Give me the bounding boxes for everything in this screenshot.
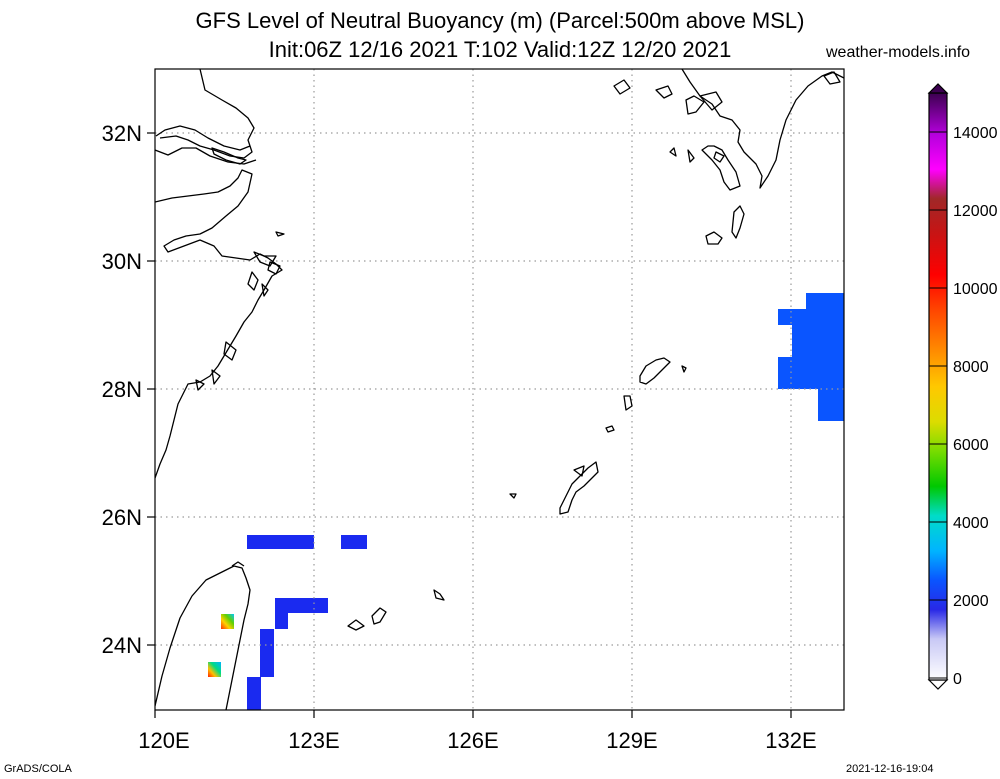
- tick-marks: [147, 132, 792, 718]
- lnb-cells-east: [778, 293, 844, 421]
- map-frame: [154, 68, 845, 711]
- lat-label-26n: 26N: [102, 505, 142, 530]
- colorbar: 0 2000 4000 6000 8000 10000 12000 14000: [927, 83, 998, 690]
- lnb-cells-taiwan-strait: [247, 535, 367, 710]
- colorbar-label-10000: 10000: [953, 281, 998, 298]
- grid-lines: [155, 69, 844, 710]
- lon-label-132e: 132E: [765, 728, 816, 753]
- coastlines: [155, 69, 844, 710]
- site-credit: weather-models.info: [826, 44, 971, 61]
- footer-software: GrADS/COLA: [4, 763, 72, 775]
- lon-label-129e: 129E: [606, 728, 657, 753]
- lon-label-126e: 126E: [447, 728, 498, 753]
- lnb-spot-south: [208, 662, 221, 677]
- lat-label-30n: 30N: [102, 249, 142, 274]
- colorbar-label-0: 0: [953, 671, 962, 688]
- colorbar-label-8000: 8000: [953, 359, 989, 376]
- lat-label-24n: 24N: [102, 633, 142, 658]
- colorbar-label-14000: 14000: [953, 125, 998, 142]
- lon-label-123e: 123E: [288, 728, 339, 753]
- title-line-1: GFS Level of Neutral Buoyancy (m) (Parce…: [195, 8, 805, 33]
- lat-label-28n: 28N: [102, 377, 142, 402]
- title-line-2: Init:06Z 12/16 2021 T:102 Valid:12Z 12/2…: [268, 37, 732, 62]
- colorbar-label-6000: 6000: [953, 437, 989, 454]
- lat-label-32n: 32N: [102, 121, 142, 146]
- colorbar-label-12000: 12000: [953, 203, 998, 220]
- lon-label-120e: 120E: [138, 728, 189, 753]
- colorbar-label-2000: 2000: [953, 593, 989, 610]
- colorbar-label-4000: 4000: [953, 515, 989, 532]
- lnb-shading: [208, 293, 844, 710]
- footer-timestamp: 2021-12-16-19:04: [846, 763, 934, 775]
- lnb-spot-north: [221, 614, 234, 629]
